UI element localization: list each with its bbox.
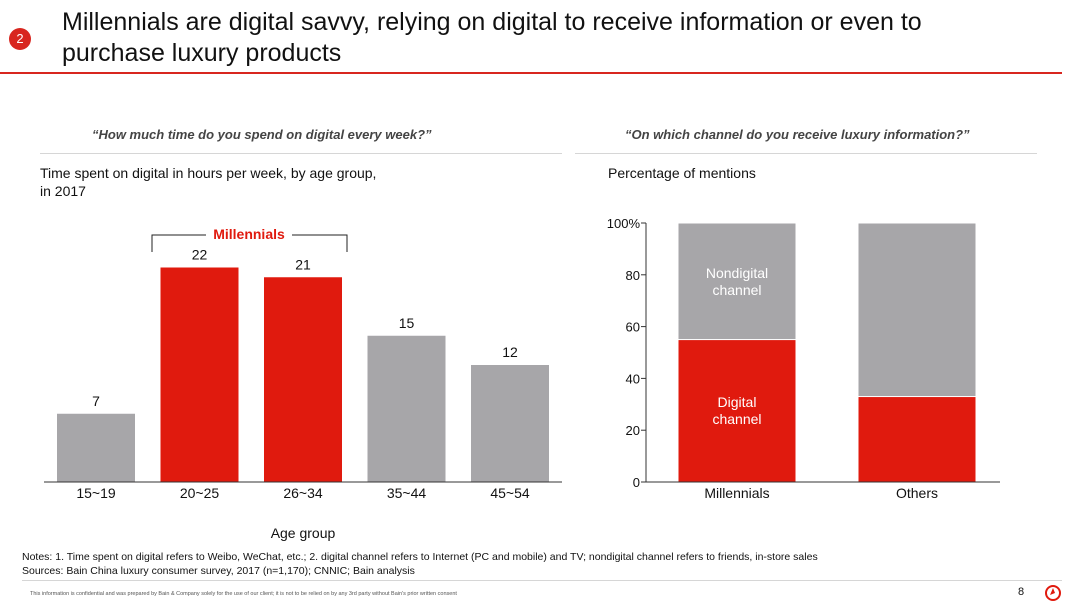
left-chart-subtitle: Time spent on digital in hours per week,… xyxy=(40,165,377,199)
bar-value-label: 7 xyxy=(92,393,100,409)
bar-value-label: 21 xyxy=(295,256,311,272)
confidential-notice: This information is confidential and was… xyxy=(30,591,457,597)
bain-logo-icon xyxy=(1045,585,1061,601)
bar-35~44 xyxy=(367,335,446,482)
segment-nondigital-channel xyxy=(857,222,977,398)
bar-value-label: 15 xyxy=(399,315,415,331)
millennials-bracket-label: Millennials xyxy=(213,226,285,242)
x-category-label: Others xyxy=(896,485,938,501)
x-tick-label: 26~34 xyxy=(283,485,323,501)
digital-label-line2: channel xyxy=(712,411,761,427)
left-question-divider xyxy=(40,153,562,154)
bar-15~19 xyxy=(57,413,135,482)
y-tick-label: 60 xyxy=(626,320,640,335)
footer-divider xyxy=(22,580,1062,581)
bar-26~34 xyxy=(264,277,342,482)
title-divider xyxy=(0,72,1062,74)
bar-value-label: 22 xyxy=(192,247,208,263)
x-tick-label: 20~25 xyxy=(180,485,220,501)
sources-line: Sources: Bain China luxury consumer surv… xyxy=(22,565,415,577)
y-tick-label: 80 xyxy=(626,268,640,283)
bar-value-label: 12 xyxy=(502,344,518,360)
segment-digital-channel xyxy=(677,339,797,483)
page-number: 8 xyxy=(1018,586,1025,598)
nondigital-label-line2: channel xyxy=(712,282,761,298)
right-question-divider xyxy=(575,153,1037,154)
y-tick-label: 0 xyxy=(633,475,640,490)
millennials-bracket-left xyxy=(151,234,206,252)
left-x-axis-title: Age group xyxy=(271,525,336,541)
right-question: “On which channel do you receive luxury … xyxy=(625,127,970,142)
y-tick-label: 20 xyxy=(626,423,640,438)
notes-line: Notes: 1. Time spent on digital refers t… xyxy=(22,551,818,563)
x-category-label: Millennials xyxy=(704,485,769,501)
y-tick-label: 100% xyxy=(607,216,641,231)
y-tick-label: 40 xyxy=(626,371,640,386)
notes: Notes: 1. Time spent on digital refers t… xyxy=(22,550,1062,578)
left-question: “How much time do you spend on digital e… xyxy=(92,127,432,142)
x-tick-label: 35~44 xyxy=(387,485,427,501)
bar-20~25 xyxy=(160,267,239,482)
segment-nondigital-channel xyxy=(677,222,797,341)
x-tick-label: 45~54 xyxy=(490,485,530,501)
x-tick-label: 15~19 xyxy=(76,485,116,501)
section-badge: 2 xyxy=(9,28,31,50)
nondigital-label-line1: Nondigital xyxy=(706,265,768,281)
segment-digital-channel xyxy=(857,396,977,483)
millennials-bracket-right xyxy=(292,234,348,252)
right-chart-subtitle: Percentage of mentions xyxy=(608,165,756,181)
digital-label-line1: Digital xyxy=(718,394,757,410)
page-title: Millennials are digital savvy, relying o… xyxy=(62,8,922,67)
bar-45~54 xyxy=(471,365,549,482)
